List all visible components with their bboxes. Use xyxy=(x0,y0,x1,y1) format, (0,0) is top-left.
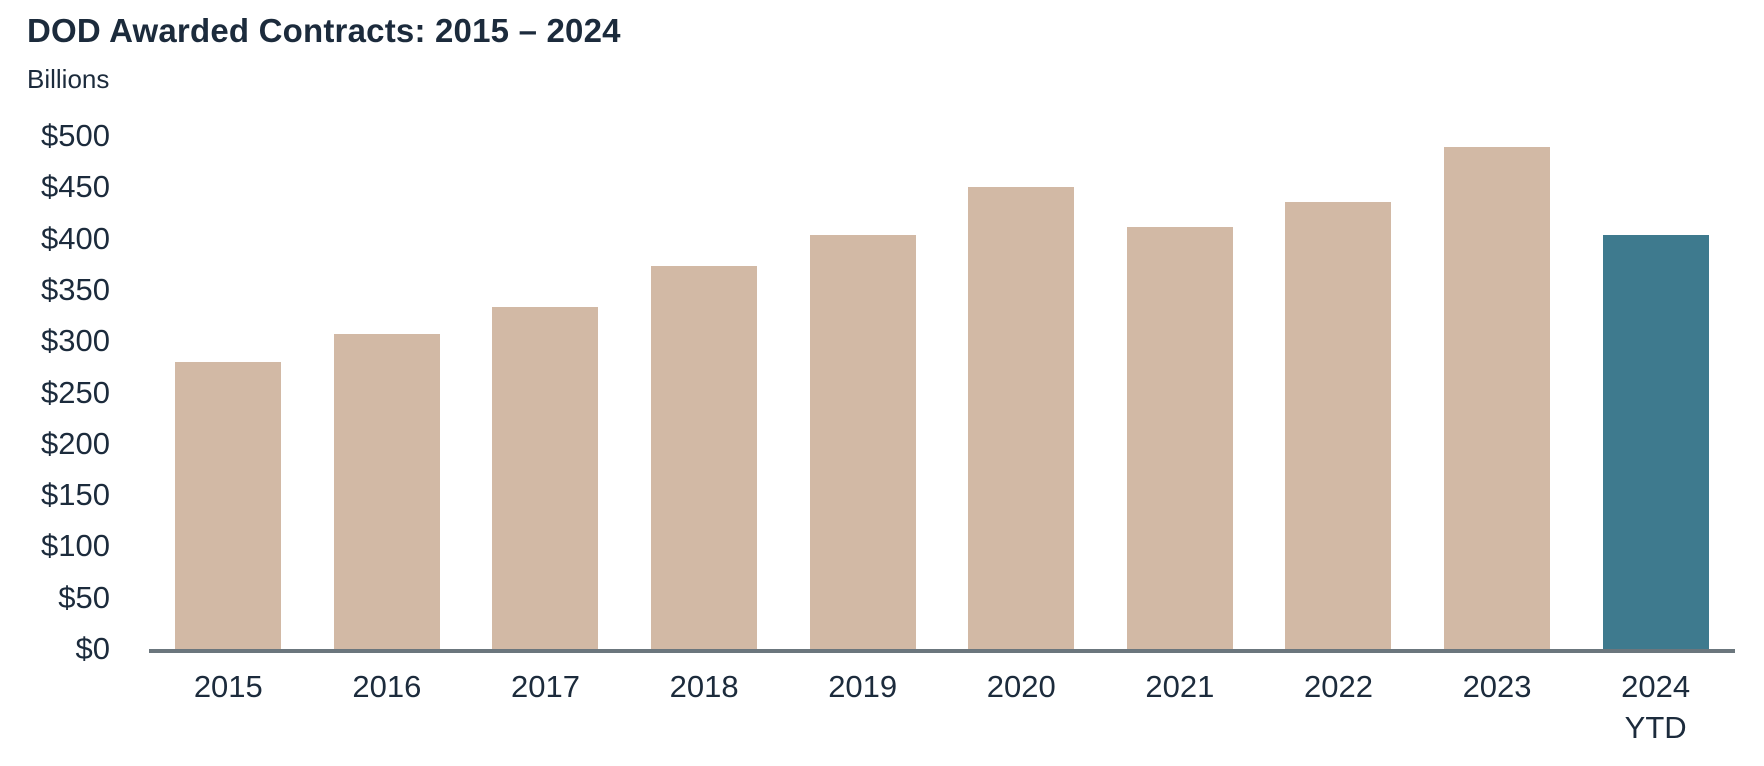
x-tick-label: 2017 xyxy=(511,669,580,704)
bar-slot xyxy=(625,136,784,649)
bar-slot xyxy=(1259,136,1418,649)
x-axis-line xyxy=(149,649,1735,653)
bar xyxy=(809,234,916,649)
y-tick-label: $450 xyxy=(41,169,110,205)
bar xyxy=(333,334,440,649)
bar xyxy=(1602,234,1709,649)
bar xyxy=(1126,227,1233,649)
bar-slot xyxy=(942,136,1101,649)
y-tick-label: $200 xyxy=(41,425,110,461)
y-tick-label: $400 xyxy=(41,220,110,256)
bar-slot xyxy=(308,136,467,649)
y-axis-tick-labels: $0 $50 $100 $150 $200 $250 $300 $350 $400 $450 $50… xyxy=(0,118,110,666)
x-tick-label: 2024 YTD xyxy=(1621,669,1691,745)
bar-slot xyxy=(466,136,625,649)
x-tick-label: 2015 xyxy=(193,669,263,704)
bar xyxy=(175,361,282,649)
y-tick-label: $250 xyxy=(41,374,110,410)
y-tick-label: $50 xyxy=(58,579,110,615)
bar xyxy=(492,307,599,649)
bar xyxy=(1444,147,1551,649)
y-tick-label: $500 xyxy=(41,118,110,153)
y-tick-label: $300 xyxy=(41,323,110,359)
bar-slot xyxy=(149,136,308,649)
plot-area xyxy=(149,136,1735,649)
y-axis-unit-label: Billions xyxy=(27,64,110,94)
x-tick-label: 2020 xyxy=(986,669,1056,704)
x-tick-label: 2023 xyxy=(1462,669,1532,704)
bar-slot xyxy=(1101,136,1260,649)
x-tick-label: 2016 xyxy=(352,669,422,704)
x-tick-label: 2022 xyxy=(1303,669,1373,704)
x-axis-tick-labels: 2015 2016 2017 2018 2019 2020 2021 2022 2023 2024… xyxy=(149,666,1735,748)
bar xyxy=(968,187,1075,649)
y-tick-label: $350 xyxy=(41,271,110,307)
bar-slot xyxy=(1418,136,1577,649)
bar xyxy=(1285,201,1392,649)
bar-slot xyxy=(783,136,942,649)
y-tick-label: $0 xyxy=(75,631,110,666)
x-tick-label: 2019 xyxy=(828,669,898,704)
chart-title: DOD Awarded Contracts: 2015 – 2024 xyxy=(27,12,621,49)
x-tick-label: 2021 xyxy=(1145,669,1215,704)
x-tick-label: 2018 xyxy=(669,669,739,704)
y-tick-label: $150 xyxy=(41,477,110,513)
bar xyxy=(651,266,758,649)
bar-slot xyxy=(1576,136,1735,649)
y-tick-label: $100 xyxy=(41,528,110,564)
